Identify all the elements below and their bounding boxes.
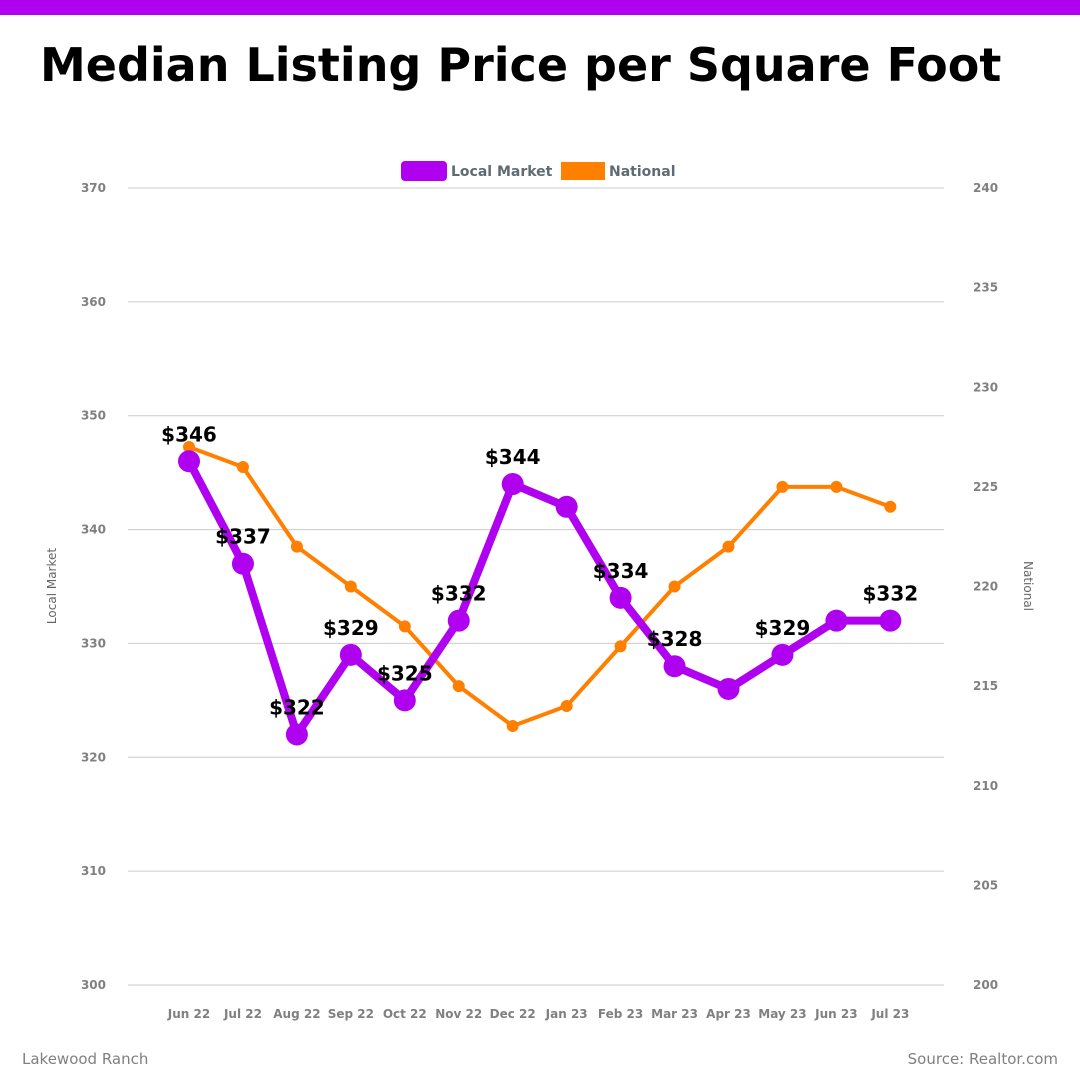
right-axis-ticks: 200 205 210 215 220 225 230 235 240 <box>973 181 998 992</box>
local-point <box>717 677 740 700</box>
left-tick-label: 370 <box>81 181 106 195</box>
national-point <box>560 700 573 713</box>
series-local <box>178 450 902 746</box>
x-tick-label: Sep 22 <box>328 1007 374 1021</box>
footer-location: Lakewood Ranch <box>22 1050 149 1068</box>
series-national <box>183 441 897 732</box>
local-point <box>879 609 902 632</box>
x-tick-label: May 23 <box>758 1007 806 1021</box>
data-label: $322 <box>269 696 325 720</box>
x-tick-label: Nov 22 <box>435 1007 482 1021</box>
left-tick-label: 340 <box>81 523 106 537</box>
x-axis-ticks: Jun 22 Jul 22 Aug 22 Sep 22 Oct 22 Nov 22 Dec … <box>167 1007 910 1021</box>
national-point <box>344 580 357 593</box>
national-point <box>398 620 411 633</box>
data-label: $325 <box>377 661 433 685</box>
legend-swatch-national <box>561 162 605 180</box>
national-point <box>183 441 195 454</box>
x-tick-label: Feb 23 <box>598 1007 643 1021</box>
national-point <box>884 500 897 513</box>
data-label: $332 <box>863 582 919 606</box>
data-label: $328 <box>647 627 703 651</box>
right-axis-title: National <box>1021 561 1035 611</box>
data-label: $346 <box>161 422 217 446</box>
local-line <box>185 459 891 739</box>
right-tick-label: 205 <box>973 878 998 892</box>
national-point <box>506 719 519 732</box>
national-point <box>614 640 627 653</box>
x-tick-label: Jun 23 <box>814 1007 857 1021</box>
x-tick-label: Oct 22 <box>383 1007 427 1021</box>
right-tick-label: 200 <box>973 978 998 992</box>
left-tick-label: 330 <box>81 636 106 650</box>
national-point <box>722 540 735 553</box>
left-axis-ticks: 300 310 320 330 340 350 360 370 <box>81 181 106 992</box>
local-point <box>447 609 470 632</box>
local-point <box>231 552 254 575</box>
gridlines <box>128 187 944 986</box>
data-label: $329 <box>323 616 379 640</box>
national-point <box>830 480 843 493</box>
national-point <box>776 480 789 493</box>
national-point <box>452 680 465 693</box>
data-label: $337 <box>215 525 271 549</box>
x-tick-label: Jul 22 <box>223 1007 262 1021</box>
data-label: $334 <box>593 559 649 583</box>
data-label: $329 <box>755 616 811 640</box>
x-tick-label: Mar 23 <box>651 1007 698 1021</box>
data-label: $332 <box>431 582 487 606</box>
x-tick-label: Jul 23 <box>870 1007 909 1021</box>
local-point <box>609 586 632 609</box>
right-tick-label: 210 <box>973 779 998 793</box>
left-axis-title: Local Market <box>45 548 59 624</box>
local-point <box>393 689 416 712</box>
local-point <box>825 609 848 632</box>
data-label: $344 <box>485 445 541 469</box>
local-point <box>555 495 578 518</box>
national-point <box>236 460 249 473</box>
accent-bar <box>0 0 1080 15</box>
national-point <box>290 540 303 553</box>
right-tick-label: 240 <box>973 181 998 195</box>
left-tick-label: 350 <box>81 409 106 423</box>
local-point <box>285 723 308 746</box>
local-point <box>178 450 200 473</box>
legend: Local Market National <box>401 161 676 181</box>
right-tick-label: 235 <box>973 281 998 295</box>
x-tick-label: Dec 22 <box>490 1007 536 1021</box>
left-tick-label: 320 <box>81 750 106 764</box>
page-title: Median Listing Price per Square Foot <box>40 38 1002 92</box>
x-tick-label: Apr 23 <box>706 1007 751 1021</box>
legend-label-local: Local Market <box>451 164 553 180</box>
right-tick-label: 215 <box>973 679 998 693</box>
x-tick-label: Jan 23 <box>545 1007 588 1021</box>
national-point <box>668 580 681 593</box>
x-tick-label: Aug 22 <box>273 1007 320 1021</box>
local-point <box>771 643 794 666</box>
right-tick-label: 230 <box>973 380 998 394</box>
x-tick-label: Jun 22 <box>167 1007 210 1021</box>
left-tick-label: 310 <box>81 864 106 878</box>
local-point <box>663 655 686 678</box>
data-labels: $346 $337 $322 $329 $325 $332 $344 $334 $328 $329… <box>161 422 918 719</box>
local-point <box>501 473 524 496</box>
right-tick-label: 225 <box>973 480 998 494</box>
left-tick-label: 360 <box>81 295 106 309</box>
legend-label-national: National <box>609 164 676 180</box>
left-tick-label: 300 <box>81 978 106 992</box>
national-line <box>188 445 892 728</box>
local-point <box>339 643 362 666</box>
right-tick-label: 220 <box>973 580 998 594</box>
footer-source: Source: Realtor.com <box>907 1050 1058 1068</box>
legend-swatch-local <box>401 161 447 181</box>
